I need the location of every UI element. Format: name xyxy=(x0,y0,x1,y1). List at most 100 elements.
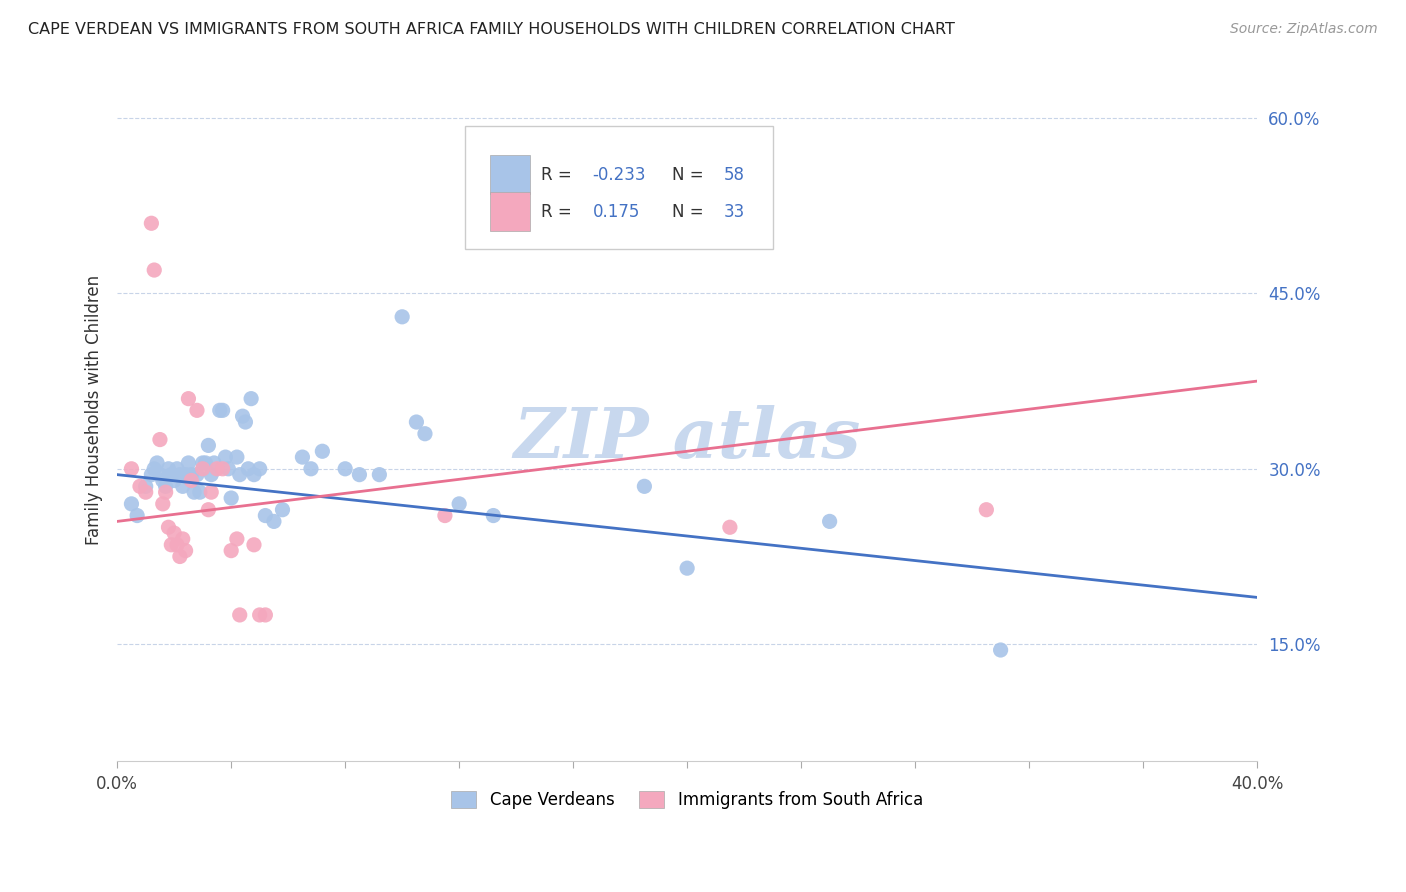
Point xyxy=(157,462,180,476)
Text: R =: R = xyxy=(541,166,578,184)
Point xyxy=(120,497,142,511)
Point xyxy=(254,508,277,523)
Point xyxy=(225,532,247,546)
Point xyxy=(976,502,998,516)
Text: Source: ZipAtlas.com: Source: ZipAtlas.com xyxy=(1230,22,1378,37)
Point xyxy=(238,462,260,476)
Point xyxy=(197,502,219,516)
Point xyxy=(211,462,233,476)
Point xyxy=(333,462,356,476)
Point xyxy=(200,485,222,500)
Point xyxy=(149,433,172,447)
Text: 33: 33 xyxy=(724,202,745,220)
Point xyxy=(146,456,169,470)
Point xyxy=(240,392,263,406)
Point xyxy=(449,497,471,511)
Point xyxy=(186,467,208,482)
Point xyxy=(186,403,208,417)
Point xyxy=(180,467,202,482)
Point xyxy=(120,462,142,476)
Point xyxy=(157,520,180,534)
Point xyxy=(169,549,191,564)
Point xyxy=(676,561,699,575)
Point xyxy=(254,607,277,622)
Point xyxy=(135,479,157,493)
Point xyxy=(243,538,266,552)
Point xyxy=(291,450,314,464)
Point xyxy=(166,462,188,476)
Point xyxy=(143,462,166,476)
Point xyxy=(152,474,174,488)
Point xyxy=(197,438,219,452)
Point xyxy=(172,532,194,546)
Point xyxy=(155,479,177,493)
Point xyxy=(141,467,163,482)
Point xyxy=(208,403,231,417)
Point xyxy=(188,485,211,500)
FancyBboxPatch shape xyxy=(465,127,773,249)
Point xyxy=(249,607,271,622)
Point xyxy=(174,467,197,482)
Point xyxy=(263,515,285,529)
Point xyxy=(225,450,247,464)
Point xyxy=(177,456,200,470)
Text: -0.233: -0.233 xyxy=(592,166,645,184)
Point xyxy=(633,479,655,493)
Point xyxy=(219,543,242,558)
Text: N =: N = xyxy=(672,202,709,220)
FancyBboxPatch shape xyxy=(489,155,530,194)
Point xyxy=(405,415,427,429)
Point xyxy=(718,520,741,534)
Point xyxy=(271,502,294,516)
Point xyxy=(155,485,177,500)
Text: 0.175: 0.175 xyxy=(592,202,640,220)
Point xyxy=(214,450,236,464)
Text: CAPE VERDEAN VS IMMIGRANTS FROM SOUTH AFRICA FAMILY HOUSEHOLDS WITH CHILDREN COR: CAPE VERDEAN VS IMMIGRANTS FROM SOUTH AF… xyxy=(28,22,955,37)
FancyBboxPatch shape xyxy=(489,193,530,231)
Point xyxy=(243,467,266,482)
Point xyxy=(177,392,200,406)
Point xyxy=(311,444,333,458)
Text: ZIP atlas: ZIP atlas xyxy=(513,405,860,472)
Point xyxy=(413,426,436,441)
Point xyxy=(299,462,322,476)
Point xyxy=(368,467,391,482)
Point xyxy=(169,467,191,482)
Point xyxy=(219,491,242,505)
Point xyxy=(235,415,257,429)
Point xyxy=(149,467,172,482)
Point xyxy=(229,607,252,622)
Text: R =: R = xyxy=(541,202,578,220)
Point xyxy=(163,474,186,488)
Point xyxy=(200,467,222,482)
Legend: Cape Verdeans, Immigrants from South Africa: Cape Verdeans, Immigrants from South Afr… xyxy=(444,784,929,816)
Point xyxy=(127,508,149,523)
Point xyxy=(143,263,166,277)
Point xyxy=(217,462,239,476)
Point xyxy=(818,515,841,529)
Point xyxy=(160,538,183,552)
Text: N =: N = xyxy=(672,166,709,184)
Point xyxy=(191,462,214,476)
Point xyxy=(152,497,174,511)
Point xyxy=(166,538,188,552)
Point xyxy=(482,508,505,523)
Point xyxy=(160,467,183,482)
Point xyxy=(249,462,271,476)
Point xyxy=(349,467,371,482)
Point xyxy=(172,479,194,493)
Text: 58: 58 xyxy=(724,166,745,184)
Point xyxy=(391,310,413,324)
Point xyxy=(174,543,197,558)
Point xyxy=(229,467,252,482)
Point xyxy=(194,456,217,470)
Point xyxy=(180,474,202,488)
Point xyxy=(129,479,152,493)
Point xyxy=(232,409,254,424)
Point xyxy=(135,485,157,500)
Point xyxy=(183,485,205,500)
Point xyxy=(191,456,214,470)
Point xyxy=(990,643,1012,657)
Point xyxy=(211,403,233,417)
Point xyxy=(433,508,456,523)
